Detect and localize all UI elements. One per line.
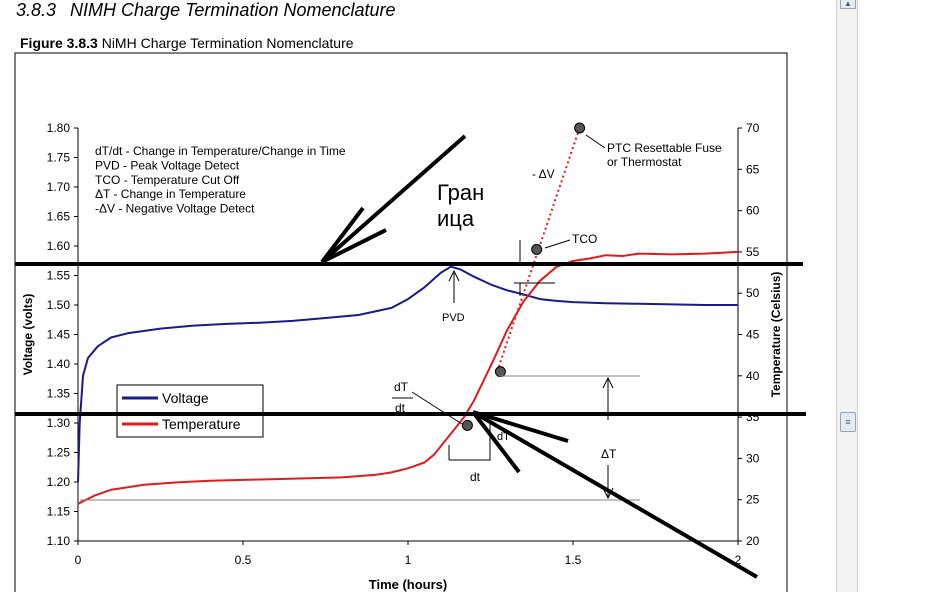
vertical-scrollbar[interactable]: [836, 0, 858, 592]
y-tick-label: 1.65: [47, 210, 71, 224]
x-tick-label: 2: [735, 553, 742, 567]
y2-tick-label: 40: [746, 369, 760, 383]
delta-t-label: ΔT: [601, 447, 617, 461]
figure-caption: Figure 3.8.3 NiMH Charge Termination Nom…: [20, 35, 354, 51]
axes-layer: 1.101.151.201.251.301.351.401.451.501.55…: [21, 121, 783, 592]
temperature-series-line: [77, 250, 739, 505]
pvd-arrow-head: [448, 269, 460, 282]
ptc-leader: [585, 134, 606, 149]
overlay-arrow-head: [471, 410, 521, 474]
dt-fraction-bottom: dt: [395, 401, 406, 415]
overlay-arrow-shaft: [320, 134, 467, 264]
y-tick-label: 1.15: [47, 505, 71, 519]
y-axis-label: Voltage (volts): [21, 294, 35, 376]
overlay-arrow-shaft: [471, 410, 759, 579]
y2-tick-label: 65: [746, 162, 760, 176]
section-number: 3.8.3: [16, 0, 57, 20]
definition-text: -ΔV - Negative Voltage Detect: [95, 202, 255, 216]
dt-leader: [411, 391, 463, 425]
figure-title: NiMH Charge Termination Nomenclature: [101, 35, 354, 51]
definition-text: ΔT - Change in Temperature: [95, 187, 246, 201]
x-tick-label: 1: [405, 553, 412, 567]
chart-frame: [14, 52, 788, 592]
pvd-label: PVD: [442, 312, 465, 324]
section-title: NIMH Charge Termination Nomenclature: [70, 0, 396, 20]
y2-axis-label: Temperature (Celsius): [769, 272, 783, 398]
overlay-arrow-head: [321, 228, 387, 264]
tco-label: TCO: [572, 232, 597, 246]
y-tick-label: 1.20: [47, 475, 71, 489]
y-tick-label: 1.55: [47, 269, 71, 283]
data-point-marker: [494, 366, 506, 378]
series-layer: [77, 127, 739, 505]
definition-text: dT/dt - Change in Temperature/Change in …: [95, 144, 346, 158]
section-heading: 3.8.3 NIMH Charge Termination Nomenclatur…: [16, 0, 396, 21]
legend-label: Temperature: [162, 416, 241, 432]
dt-partial-label: dT: [497, 431, 510, 443]
definition-text: TCO - Temperature Cut Off: [95, 173, 240, 187]
neg-dv-label: - ΔV: [532, 167, 555, 181]
y-tick-label: 1.40: [47, 357, 71, 371]
tco-leader: [544, 239, 571, 249]
overlay-arrow-head: [320, 206, 365, 264]
x-tick-label: 0: [75, 553, 82, 567]
y-tick-label: 1.70: [47, 180, 71, 194]
y-tick-label: 1.50: [47, 298, 71, 312]
y2-tick-label: 55: [746, 245, 760, 259]
y2-tick-label: 20: [746, 534, 760, 548]
ptc-label: or Thermostat: [607, 155, 682, 169]
y2-tick-label: 50: [746, 286, 760, 300]
overlay-cyrillic-text: Гран: [437, 180, 484, 205]
scroll-up-icon[interactable]: ▲: [840, 0, 856, 9]
data-point-marker: [461, 419, 473, 431]
legend-box: [116, 384, 264, 438]
dt-bottom-label: dt: [470, 470, 481, 484]
data-point-marker: [574, 122, 586, 134]
y2-tick-label: 70: [746, 121, 760, 135]
y-tick-label: 1.35: [47, 387, 71, 401]
delta-t-arrow-head: [602, 376, 614, 389]
voltage-series-line: [77, 265, 738, 483]
legend-label: Voltage: [162, 390, 209, 406]
y-tick-label: 1.30: [47, 416, 71, 430]
overlay-cyrillic-text: ица: [437, 206, 475, 231]
y2-tick-label: 25: [746, 493, 760, 507]
legend: Voltage Temperature: [116, 384, 264, 438]
overlay-arrow-head: [472, 410, 569, 443]
annotation-layer: dT/dt - Change in Temperature/Change in …: [80, 122, 722, 501]
definition-text: PVD - Peak Voltage Detect: [95, 158, 240, 172]
y-tick-label: 1.60: [47, 239, 71, 253]
figure-label: Figure 3.8.3: [20, 35, 98, 51]
dt-fraction-top: dT: [394, 380, 409, 394]
data-point-marker: [531, 243, 543, 255]
x-tick-label: 1.5: [565, 553, 582, 567]
y2-tick-label: 45: [746, 328, 760, 342]
y-tick-label: 1.25: [47, 446, 71, 460]
y-tick-label: 1.10: [47, 534, 71, 548]
x-axis-label: Time (hours): [369, 577, 448, 592]
y2-tick-label: 60: [746, 204, 760, 218]
y-tick-label: 1.75: [47, 151, 71, 165]
y-tick-label: 1.80: [47, 121, 71, 135]
x-tick-label: 0.5: [235, 553, 252, 567]
y-tick-label: 1.45: [47, 328, 71, 342]
ptc-label: PTC Resettable Fuse: [607, 141, 722, 155]
y2-tick-label: 30: [746, 451, 760, 465]
scroll-thumb[interactable]: ≡: [840, 412, 856, 432]
